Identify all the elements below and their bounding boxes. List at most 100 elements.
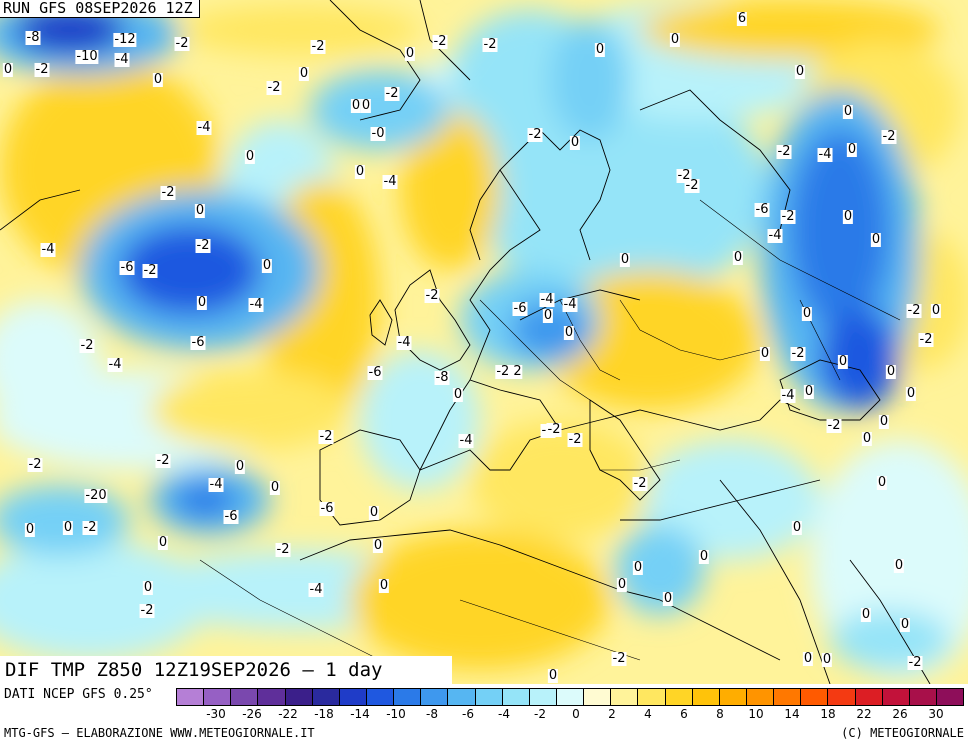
contour-label: -2 (79, 338, 95, 353)
contour-label: -2 (174, 36, 190, 51)
contour-label: 0 (372, 538, 384, 553)
anomaly-field (0, 0, 968, 680)
contour-label: -4 (817, 147, 833, 162)
map-canvas (0, 0, 968, 684)
contour-label: -2 (275, 542, 291, 557)
contour-label: 0 (298, 66, 310, 81)
colorbar-tick-label: -18 (314, 707, 334, 721)
contour-label: -6 (754, 202, 770, 217)
colorbar-swatch (611, 689, 639, 705)
contour-label: -4 (114, 52, 130, 67)
contour-label: 0 (878, 414, 890, 429)
colorbar-tick-label: -26 (242, 707, 262, 721)
contour-label: 0 (269, 480, 281, 495)
colorbar-tick-label: -4 (498, 707, 510, 721)
colorbar-swatch (719, 689, 747, 705)
contour-label: 0 (194, 203, 206, 218)
colorbar-tick-label: -6 (462, 707, 474, 721)
contour-label: -2 (918, 332, 934, 347)
contour-label: -2 (27, 457, 43, 472)
contour-label: -4 (382, 174, 398, 189)
contour-label: 0 (802, 651, 814, 666)
contour-label: -4 (396, 335, 412, 350)
colorbar-tick-label: 26 (892, 707, 908, 721)
contour-label: -2 (266, 80, 282, 95)
colorbar-swatch (312, 689, 340, 705)
contour-label: -2 (34, 62, 50, 77)
contour-label: -2 (160, 185, 176, 200)
contour-label: -2 (906, 303, 922, 318)
colorbar-tick-label: -2 (534, 707, 546, 721)
contour-label: 6 (736, 11, 748, 26)
colorbar-tick-label: -14 (350, 707, 370, 721)
coastlines (0, 0, 931, 684)
contour-label: 0 (404, 46, 416, 61)
contour-label: 0 (157, 535, 169, 550)
contour-label: 0 (662, 591, 674, 606)
contour-label: 0 (569, 135, 581, 150)
colorbar-swatch (936, 689, 964, 705)
colorbar-tick-label: 6 (680, 707, 688, 721)
contour-label: 0 (594, 42, 606, 57)
contour-label: -4 (767, 228, 783, 243)
colorbar-tick-label: 8 (716, 707, 724, 721)
contour-label: -2 (310, 39, 326, 54)
contour-label: 0 (542, 308, 554, 323)
colorbar-swatch (231, 689, 259, 705)
contour-label: 0 (893, 558, 905, 573)
colorbar-tick-label: -10 (386, 707, 406, 721)
colorbar-swatch (638, 689, 666, 705)
colorbar-tick-label: -8 (426, 707, 438, 721)
contour-label: -2 2 (495, 364, 523, 379)
colorbar-swatch (475, 689, 503, 705)
colorbar-tick-label: 22 (856, 707, 872, 721)
contour-label: 0 (870, 232, 882, 247)
contour-label: -4 (40, 242, 56, 257)
contour-label: -2 (611, 651, 627, 666)
contour-label: -2 (632, 476, 648, 491)
colorbar-swatch (448, 689, 476, 705)
contour-label: -8 (25, 30, 41, 45)
contour-label: 0 (876, 475, 888, 490)
colorbar-swatch (746, 689, 775, 705)
contour-label: 0 (152, 72, 164, 87)
contour-label: 0 (698, 549, 710, 564)
colorbar-swatch (556, 689, 585, 705)
contour-label: -2 (826, 418, 842, 433)
country-borders (199, 199, 901, 661)
colorbar-swatch (665, 689, 693, 705)
contour-label: 0 (62, 520, 74, 535)
contour-label: -2 (546, 422, 562, 437)
contour-label: -2 (482, 37, 498, 52)
contour-label: 0 (861, 431, 873, 446)
colorbar-swatch (882, 689, 910, 705)
contour-label: -20 (84, 488, 108, 503)
contour-label: -2 (881, 129, 897, 144)
contour-label: 0 (360, 98, 372, 113)
contour-label: 0 (842, 104, 854, 119)
contour-label: 0 (905, 386, 917, 401)
colorbar-tick-label: -30 (206, 707, 226, 721)
contour-label: -2 (776, 144, 792, 159)
contour-label: 0 (616, 577, 628, 592)
contour-label: 0 (142, 580, 154, 595)
colorbar-tick-label: 0 (572, 707, 580, 721)
contour-label: 0 (669, 32, 681, 47)
colorbar-swatch (529, 689, 557, 705)
footer-credit: MTG-GFS — ELABORAZIONE WWW.METEOGIORNALE… (4, 726, 315, 740)
contour-label: -2 (790, 346, 806, 361)
contour-label: -8 (434, 370, 450, 385)
contour-label: 0 (759, 346, 771, 361)
contour-label: 0 (24, 522, 36, 537)
colorbar-tick-label: 30 (928, 707, 944, 721)
contour-label: -2 (139, 603, 155, 618)
contour-label: -4 (208, 477, 224, 492)
contour-label: 0 (837, 354, 849, 369)
contour-label: 0 (547, 668, 559, 683)
contour-label: 0 (632, 560, 644, 575)
contour-label: -4 (107, 357, 123, 372)
contour-label: 0 (2, 62, 14, 77)
colorbar-swatch (692, 689, 720, 705)
field-title: DIF TMP Z850 12Z19SEP2026 — 1 day (0, 656, 452, 684)
contour-label: -4 (308, 582, 324, 597)
